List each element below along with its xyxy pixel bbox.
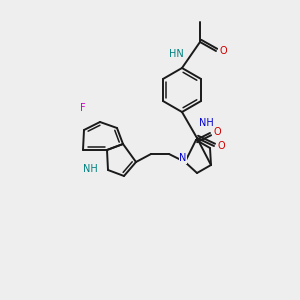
Text: O: O	[217, 141, 225, 151]
Text: O: O	[219, 46, 227, 56]
Text: HN: HN	[169, 49, 184, 59]
Text: N: N	[179, 153, 187, 163]
Text: F: F	[80, 103, 86, 113]
Text: NH: NH	[199, 118, 213, 128]
Text: O: O	[213, 127, 221, 137]
Text: NH: NH	[83, 164, 98, 174]
